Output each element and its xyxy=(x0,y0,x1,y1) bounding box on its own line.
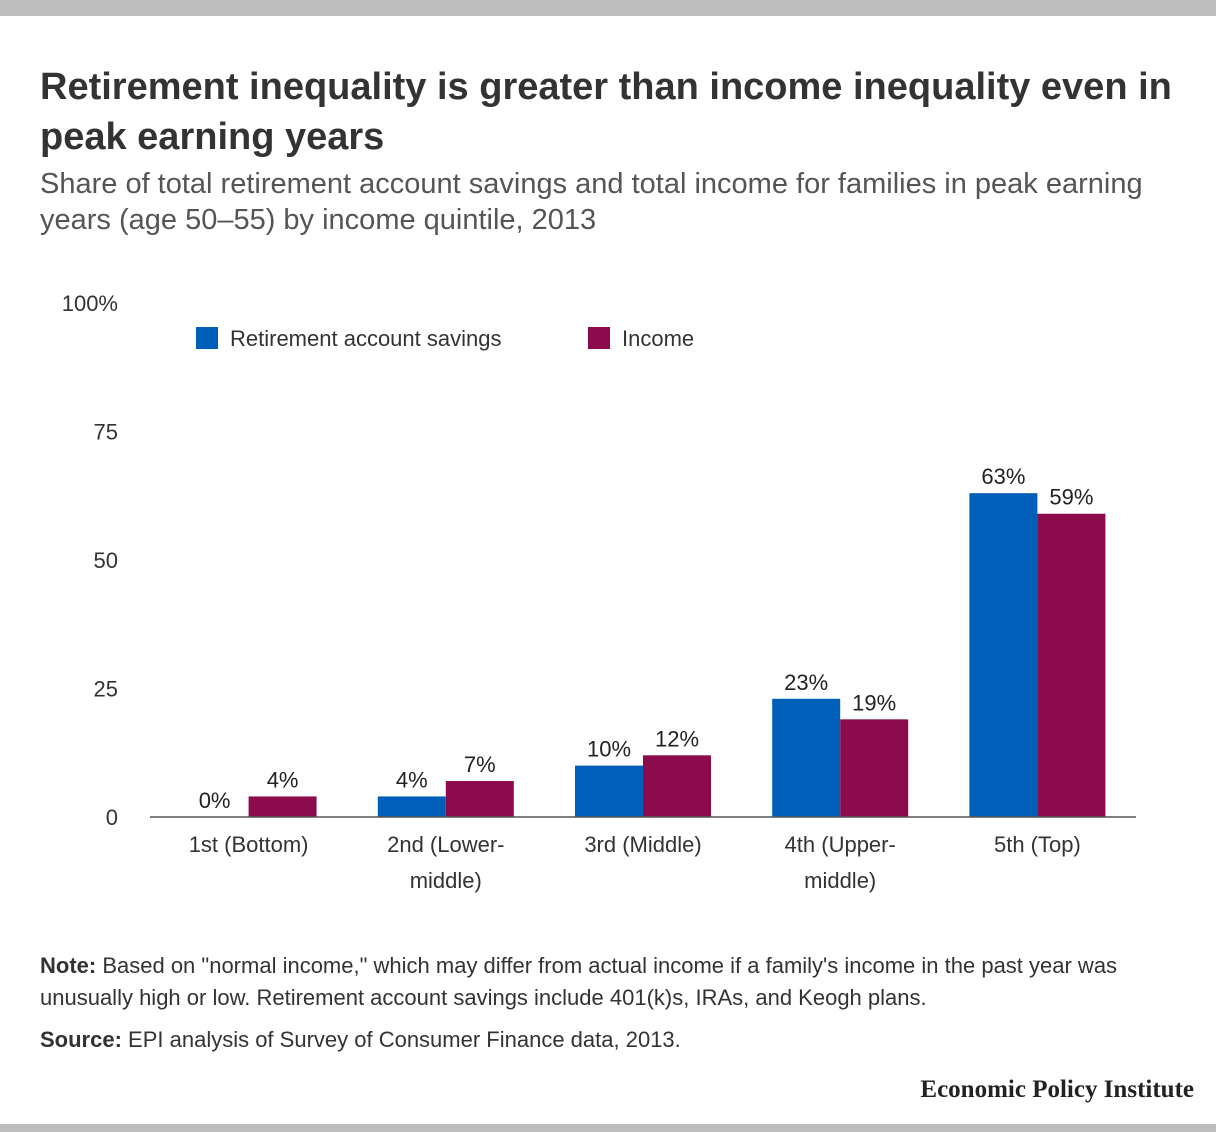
data-label: 12% xyxy=(655,726,699,751)
source-line: Source: EPI analysis of Survey of Consum… xyxy=(40,1024,1180,1056)
bar-income xyxy=(643,755,711,817)
source-label: Source: xyxy=(40,1027,122,1052)
x-tick-label: 2nd (Lower- xyxy=(387,832,504,857)
bar-savings xyxy=(377,796,446,817)
data-label: 0% xyxy=(199,788,231,813)
data-label: 63% xyxy=(981,464,1025,489)
y-tick-label: 50 xyxy=(94,548,118,573)
y-tick-label: 75 xyxy=(94,420,118,445)
legend-label: Retirement account savings xyxy=(230,326,501,351)
data-label: 4% xyxy=(267,767,299,792)
legend-label: Income xyxy=(622,326,694,351)
chart-title: Retirement inequality is greater than in… xyxy=(40,66,1172,158)
top-border xyxy=(0,0,1216,16)
bar-income xyxy=(1037,513,1106,817)
bar-chart: 0 25 50 75 100% 0% 4% 10% 23% 63% 4% 7% 12% 19% 59% 1st… xyxy=(62,291,1136,893)
data-label: 19% xyxy=(852,690,896,715)
bar-savings xyxy=(575,765,643,817)
bar-income xyxy=(445,781,514,817)
bar-income xyxy=(840,719,909,817)
data-label: 7% xyxy=(464,752,496,777)
notes: Note: Based on "normal income," which ma… xyxy=(40,950,1180,1066)
data-label: 4% xyxy=(396,767,428,792)
chart-subtitle: Share of total retirement account saving… xyxy=(40,168,1143,236)
data-label: 23% xyxy=(784,670,828,695)
x-tick-label: 3rd (Middle) xyxy=(584,832,701,857)
legend-swatch-savings xyxy=(196,327,218,349)
y-tick-label: 100% xyxy=(62,291,118,316)
x-tick-label: middle) xyxy=(410,868,482,893)
bottom-border xyxy=(0,1124,1216,1132)
x-tick-label: 5th (Top) xyxy=(994,832,1081,857)
bar-income xyxy=(248,796,317,817)
bar-savings xyxy=(969,493,1038,817)
y-tick-label: 0 xyxy=(106,805,118,830)
note-line: Note: Based on "normal income," which ma… xyxy=(40,950,1180,1014)
x-tick-label: 1st (Bottom) xyxy=(189,832,309,857)
y-tick-label: 25 xyxy=(94,677,118,702)
note-label: Note: xyxy=(40,953,97,978)
x-tick-label: 4th (Upper- xyxy=(785,832,896,857)
legend-swatch-income xyxy=(588,327,610,349)
bar-savings xyxy=(772,698,841,817)
source-text: EPI analysis of Survey of Consumer Finan… xyxy=(121,1027,681,1052)
x-tick-label: middle) xyxy=(804,868,876,893)
note-text: Based on "normal income," which may diff… xyxy=(40,953,1118,1010)
data-label: 10% xyxy=(587,737,631,762)
brand-logo-text: Economic Policy Institute xyxy=(920,1076,1194,1103)
data-label: 59% xyxy=(1049,485,1093,510)
